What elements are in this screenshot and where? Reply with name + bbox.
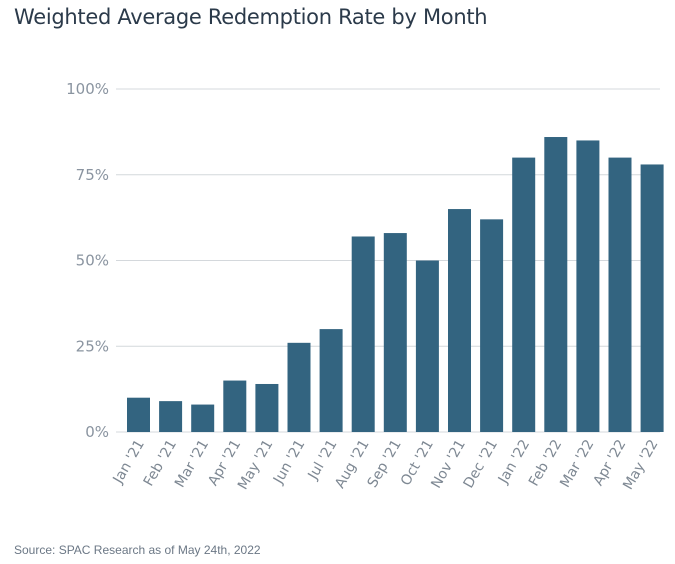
y-axis-ticks: 0% 25% 50% 75% 100%	[66, 80, 109, 441]
bar	[383, 233, 407, 432]
chart-title: Weighted Average Redemption Rate by Mont…	[14, 5, 488, 29]
bars	[127, 137, 664, 432]
bar	[159, 401, 183, 432]
bar	[576, 140, 600, 432]
bar	[544, 137, 568, 432]
y-tick-label: 50%	[76, 252, 109, 270]
bar	[448, 209, 471, 432]
bar	[351, 236, 375, 432]
bar	[512, 157, 536, 432]
x-tick-label: Jun '21	[270, 437, 308, 487]
bar	[127, 397, 150, 432]
bar	[255, 383, 279, 432]
y-tick-label: 25%	[76, 337, 109, 355]
bar	[415, 260, 439, 432]
y-tick-label: 0%	[85, 423, 109, 441]
y-tick-label: 100%	[66, 80, 109, 98]
bar	[319, 329, 343, 432]
bar	[191, 404, 215, 432]
bar	[640, 164, 664, 432]
bar	[287, 342, 311, 432]
source-note: Source: SPAC Research as of May 24th, 20…	[14, 543, 261, 557]
bar	[480, 219, 504, 432]
bar	[223, 380, 247, 432]
y-tick-label: 75%	[76, 166, 109, 184]
bar	[608, 157, 632, 432]
